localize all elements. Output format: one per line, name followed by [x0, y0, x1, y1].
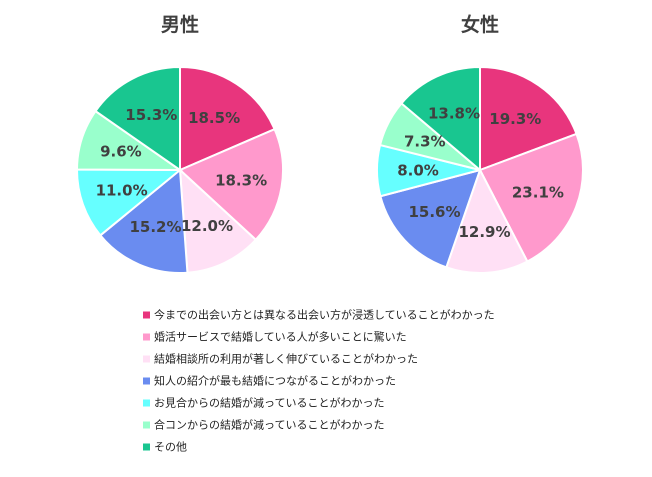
- legend-swatch: [143, 311, 150, 319]
- legend-swatch: [143, 377, 150, 385]
- pie-female-slice: [479, 65, 578, 172]
- pie-female: 女性 19.3% 23.1% 12.9% 15.6% 8.0% 7.3% 13.8%: [376, 13, 584, 274]
- pie-male-data-label: 11.0%: [96, 182, 148, 200]
- pie-male-slice: [178, 167, 258, 274]
- legend-label: その他: [154, 441, 187, 454]
- pie-female-data-label: 8.0%: [397, 161, 439, 179]
- pie-female-slices: [376, 65, 584, 274]
- legend-swatch: [143, 333, 150, 341]
- legend-swatch: [143, 399, 150, 407]
- legend-swatch: [143, 421, 150, 429]
- legend-swatch: [143, 355, 150, 363]
- pie-female-data-label: 7.3%: [404, 133, 446, 151]
- pie-male: 男性 18.5% 18.3% 12.0%15.2% 11.0% 9.6% 15.3%: [75, 13, 284, 274]
- pie-male-slice: [94, 65, 181, 172]
- legend: 今までの出会い方とは異なる出会い方が浸透していることがわかった婚活サービスで結婚…: [143, 308, 495, 454]
- pie-female-labels: 19.3% 23.1% 12.9% 15.6% 8.0% 7.3% 13.8%: [397, 105, 564, 241]
- pie-title-male: 男性: [161, 13, 199, 36]
- pie-male-data-label: 12.0%: [181, 217, 233, 235]
- pie-female-slice: [445, 167, 529, 274]
- legend-label: 今までの出会い方とは異なる出会い方が浸透していることがわかった: [154, 308, 495, 322]
- pie-male-data-label: 9.6%: [100, 142, 142, 160]
- pie-male-labels: 18.5% 18.3% 12.0%15.2% 11.0% 9.6% 15.3%: [96, 106, 268, 236]
- pie-male-data-label: 15.2%: [129, 218, 181, 236]
- pie-female-data-label: 12.9%: [458, 223, 510, 241]
- pie-male-data-label: 18.3%: [215, 171, 267, 189]
- pie-male-slice: [179, 65, 276, 172]
- legend-label: 合コンからの結婚が減っていることがわかった: [154, 418, 384, 432]
- pie-male-data-label: 18.5%: [188, 109, 240, 127]
- pie-title-female: 女性: [461, 13, 499, 36]
- pie-male-data-label: 15.3%: [125, 106, 177, 124]
- pie-female-slice: [379, 168, 482, 269]
- pie-female-slice: [478, 132, 584, 263]
- pie-male-slice: [75, 168, 183, 237]
- pie-female-slice: [400, 65, 481, 173]
- legend-label: 知人の紹介が最も結婚につながることがわかった: [154, 374, 396, 388]
- pie-female-data-label: 15.6%: [408, 203, 460, 221]
- pie-male-slices: [75, 65, 284, 274]
- pie-female-data-label: 13.8%: [428, 105, 480, 123]
- legend-label: 結婚相談所の利用が著しく伸びていることがわかった: [154, 352, 418, 366]
- legend-label: 婚活サービスで結婚している人が多いことに驚いた: [154, 330, 407, 344]
- pie-male-slice: [178, 127, 284, 242]
- pie-male-slice: [98, 168, 189, 274]
- legend-label: お見合からの結婚が減っていることがわかった: [154, 396, 384, 410]
- pie-female-data-label: 23.1%: [512, 183, 564, 201]
- legend-swatch: [143, 443, 150, 451]
- pie-female-data-label: 19.3%: [489, 110, 541, 128]
